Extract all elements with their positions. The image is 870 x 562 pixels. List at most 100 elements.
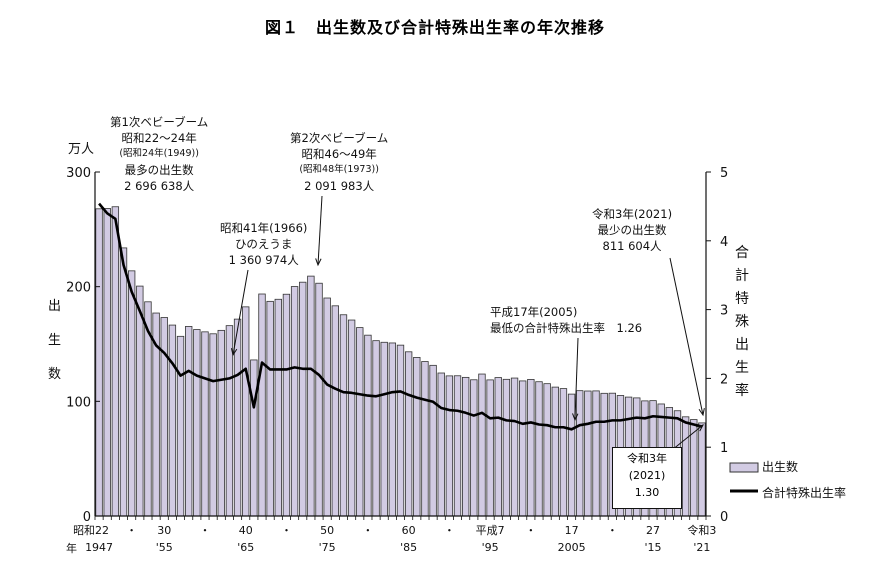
arrowhead: [698, 408, 705, 417]
bar-1990: [445, 375, 454, 517]
bar-1959: [193, 329, 201, 517]
left-tick-label: 300: [66, 166, 91, 181]
x-axis-year-label: 年: [66, 542, 77, 555]
bar-1972: [299, 281, 307, 517]
x-tick-label: 27: [646, 524, 660, 537]
arrowhead: [572, 413, 579, 422]
left-axis-label: 出生数: [48, 299, 62, 382]
bar-1948: [103, 208, 111, 517]
bar-1985: [404, 351, 413, 517]
ann-text: 1.30: [634, 486, 660, 499]
x-tick-label: 平成7: [476, 524, 505, 537]
annotation-hinoe: 昭和41年(1966) ひのえうま 1 360 974人: [220, 220, 307, 268]
ann-text: 第2次ベビーブーム: [290, 131, 389, 145]
bar-2001: [535, 381, 543, 517]
tfr-line: [98, 202, 703, 431]
bar-1986: [413, 357, 421, 517]
bar-2002: [543, 383, 551, 517]
bar-1955: [160, 317, 168, 517]
ann-text: (2021): [628, 469, 666, 482]
bar-1950: [119, 247, 128, 517]
bar-1982: [380, 341, 388, 517]
annotation-arrow: [317, 195, 323, 266]
annotation-arrow: [671, 424, 704, 451]
x-tick-label: ・: [281, 524, 292, 537]
bar-1997: [502, 378, 511, 517]
bar-1961: [209, 333, 217, 517]
ann-text: 第1次ベビーブーム: [110, 115, 209, 129]
bar-1975: [323, 297, 331, 517]
bar-1979: [356, 327, 364, 517]
x-tick-label: ・: [444, 524, 455, 537]
bar-2009: [600, 392, 608, 517]
bar-1981: [372, 340, 380, 517]
arrowhead: [230, 348, 238, 357]
ann-text: 平成17年(2005): [490, 305, 578, 319]
bar-1967: [258, 293, 266, 517]
bar-1947: [95, 208, 103, 517]
arrowhead: [696, 424, 704, 432]
right-tick-label: 4: [720, 235, 728, 250]
bar-1999: [519, 380, 527, 517]
x-tick-sublabel: 1947: [85, 541, 113, 554]
bar-1973: [307, 275, 315, 517]
bar-1966: [250, 359, 258, 517]
ann-text: (昭和24年(1949)): [119, 148, 199, 159]
bar-1983: [388, 342, 397, 517]
annotation-boom2: 第2次ベビーブーム 昭和46～49年 (昭和48年(1973)) 2 091 9…: [290, 130, 388, 194]
bar-1996: [494, 377, 502, 517]
annotation-min-tfr: 平成17年(2005) 最低の合計特殊出生率 1.26: [490, 304, 642, 336]
ann-text: 令和3年(2021): [592, 207, 673, 221]
bar-1995: [486, 379, 494, 517]
bar-1969: [274, 298, 282, 517]
x-tick-label: 30: [157, 524, 171, 537]
x-tick-label: 60: [402, 524, 416, 537]
x-tick-label: ・: [199, 524, 210, 537]
annotation-boom1: 第1次ベビーブーム 昭和22～24年 (昭和24年(1949)) 最多の出生数 …: [110, 114, 208, 194]
x-tick-label: 昭和22: [73, 524, 109, 537]
ann-text: 昭和41年(1966): [220, 221, 308, 235]
bar-1951: [127, 270, 136, 517]
x-tick-sublabel: '55: [156, 541, 173, 554]
x-tick-sublabel: '65: [237, 541, 254, 554]
ann-text: 最少の出生数: [597, 223, 667, 237]
bar-1991: [453, 375, 462, 517]
bar-1984: [396, 344, 405, 517]
bar-2004: [559, 388, 568, 517]
x-tick-label: 40: [239, 524, 253, 537]
x-tick-sublabel: '85: [400, 541, 417, 554]
bar-1998: [510, 377, 519, 517]
bar-1989: [437, 372, 445, 517]
ann-text: 令和3年: [627, 452, 667, 465]
annotation-arrow: [574, 337, 579, 421]
bar-2003: [551, 386, 559, 517]
bar-1960: [201, 331, 209, 517]
left-tick-label: 0: [83, 510, 91, 525]
bar-1987: [421, 361, 429, 517]
bar-2008: [592, 390, 600, 517]
bar-1992: [461, 376, 470, 517]
annotation-arrow: [232, 269, 249, 356]
bar-1970: [282, 293, 291, 517]
x-tick-label: ・: [362, 524, 373, 537]
x-tick-sublabel: '95: [482, 541, 499, 554]
legend-label-births: 出生数: [762, 460, 799, 474]
right-tick-label: 3: [720, 304, 728, 319]
annotation-arrow: [669, 257, 704, 416]
right-tick-label: 2: [720, 372, 728, 387]
bar-1956: [168, 324, 177, 517]
ann-text: 2 696 638人: [124, 179, 195, 193]
bar-1949: [111, 206, 120, 517]
bar-2000: [527, 379, 535, 517]
x-tick-label: 令和3: [687, 523, 716, 537]
bar-1976: [331, 305, 340, 517]
ann-text: (昭和48年(1973)): [299, 164, 379, 175]
ann-text: 昭和22～24年: [121, 131, 197, 145]
left-axis-unit: 万人: [68, 142, 95, 157]
bar-1971: [290, 286, 299, 517]
left-tick-label: 200: [66, 281, 91, 296]
bar-1980: [364, 334, 372, 517]
ann-text: 2 091 983人: [304, 179, 375, 193]
legend-label-tfr: 合計特殊出生率: [762, 486, 847, 500]
